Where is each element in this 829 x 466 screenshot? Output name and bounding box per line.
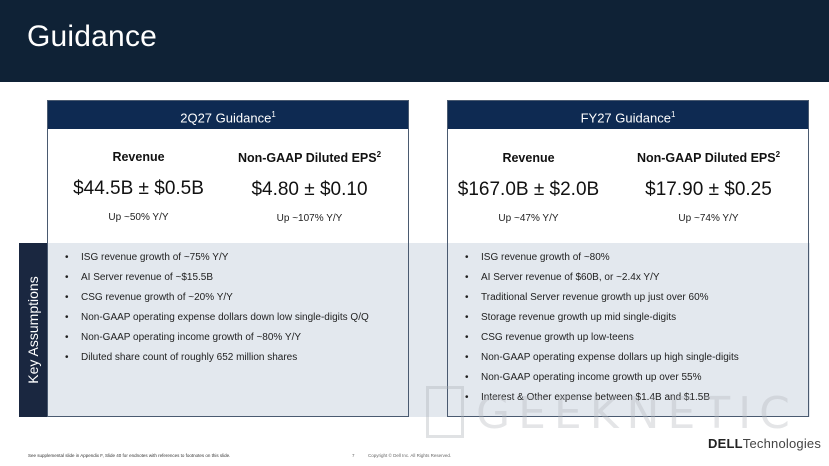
list-item: Non-GAAP operating expense dollars up hi…: [465, 352, 739, 372]
list-item: Diluted share count of roughly 652 milli…: [65, 352, 369, 372]
list-item: CSG revenue growth of ~20% Y/Y: [65, 292, 369, 312]
fy27-revenue-growth: Up ~47% Y/Y: [498, 213, 559, 224]
fy27-eps-metric: Non-GAAP Diluted EPS2 $17.90 ± $0.25 Up …: [618, 150, 799, 224]
dell-technologies-logo: DELLTechnologies: [708, 436, 822, 451]
list-item: Traditional Server revenue growth up jus…: [465, 292, 739, 312]
fy27-revenue-value: $167.0B ± $2.0B: [457, 179, 600, 200]
list-item: Non-GAAP operating income growth of ~80%…: [65, 332, 369, 352]
fy27-guidance-heading: FY27 Guidance1: [448, 101, 808, 129]
q2-assumptions-list: ISG revenue growth of ~75% Y/Y AI Server…: [65, 252, 369, 372]
list-item: Non-GAAP operating expense dollars down …: [65, 312, 369, 332]
key-assumptions-text: Key Assumptions: [25, 276, 41, 384]
fy27-guidance-panel: FY27 Guidance1 Revenue $167.0B ± $2.0B U…: [447, 100, 809, 417]
list-item: CSG revenue growth up low-teens: [465, 332, 739, 352]
q2-revenue-value: $44.5B ± $0.5B: [73, 178, 204, 199]
fy27-eps-value: $17.90 ± $0.25: [645, 179, 772, 201]
fy27-revenue-label: Revenue: [502, 151, 555, 165]
page-number: 7: [352, 453, 355, 458]
fy27-assumptions-list: ISG revenue growth of ~80% AI Server rev…: [465, 252, 739, 412]
slide-header: Guidance: [0, 0, 829, 82]
q2-eps-label: Non-GAAP Diluted EPS2: [237, 150, 382, 166]
q2-revenue-metric: Revenue $44.5B ± $0.5B Up ~50% Y/Y: [48, 150, 229, 223]
slide-title: Guidance: [27, 20, 158, 53]
watermark-logo-icon: [426, 386, 464, 438]
list-item: ISG revenue growth of ~80%: [465, 252, 739, 272]
fy27-eps-label: Non-GAAP Diluted EPS2: [636, 150, 781, 166]
watermark-text: GEEKNETIC: [476, 388, 798, 439]
list-item: Storage revenue growth up mid single-dig…: [465, 312, 739, 332]
key-assumptions-label: Key Assumptions: [19, 243, 47, 417]
footer-note: See supplemental slide in Appendix F, Sl…: [28, 453, 231, 458]
q2-eps-metric: Non-GAAP Diluted EPS2 $4.80 ± $0.10 Up ~…: [219, 150, 400, 224]
q2-revenue-label: Revenue: [112, 150, 165, 164]
q2-guidance-panel: 2Q27 Guidance1 Revenue $44.5B ± $0.5B Up…: [47, 100, 409, 417]
list-item: ISG revenue growth of ~75% Y/Y: [65, 252, 369, 272]
list-item: Non-GAAP operating income growth up over…: [465, 372, 739, 392]
copyright-text: Copyright © Dell Inc. All Rights Reserve…: [368, 453, 452, 458]
q2-eps-growth: Up ~107% Y/Y: [276, 213, 343, 225]
q2-eps-value: $4.80 ± $0.10: [251, 179, 368, 201]
list-item: AI Server revenue of $60B, or ~2.4x Y/Y: [465, 272, 739, 292]
fy27-metrics-area: Revenue $167.0B ± $2.0B Up ~47% Y/Y Non-…: [448, 129, 808, 243]
fy27-revenue-metric: Revenue $167.0B ± $2.0B Up ~47% Y/Y: [438, 151, 619, 224]
fy27-eps-growth: Up ~74% Y/Y: [678, 213, 739, 225]
watermark: GEEKNETIC: [426, 382, 816, 440]
q2-revenue-growth: Up ~50% Y/Y: [108, 212, 169, 223]
list-item: Interest & Other expense between $1.4B a…: [465, 392, 739, 412]
q2-metrics-area: Revenue $44.5B ± $0.5B Up ~50% Y/Y Non-G…: [48, 129, 408, 243]
list-item: AI Server revenue of ~$15.5B: [65, 272, 369, 292]
q2-guidance-heading: 2Q27 Guidance1: [48, 101, 408, 129]
